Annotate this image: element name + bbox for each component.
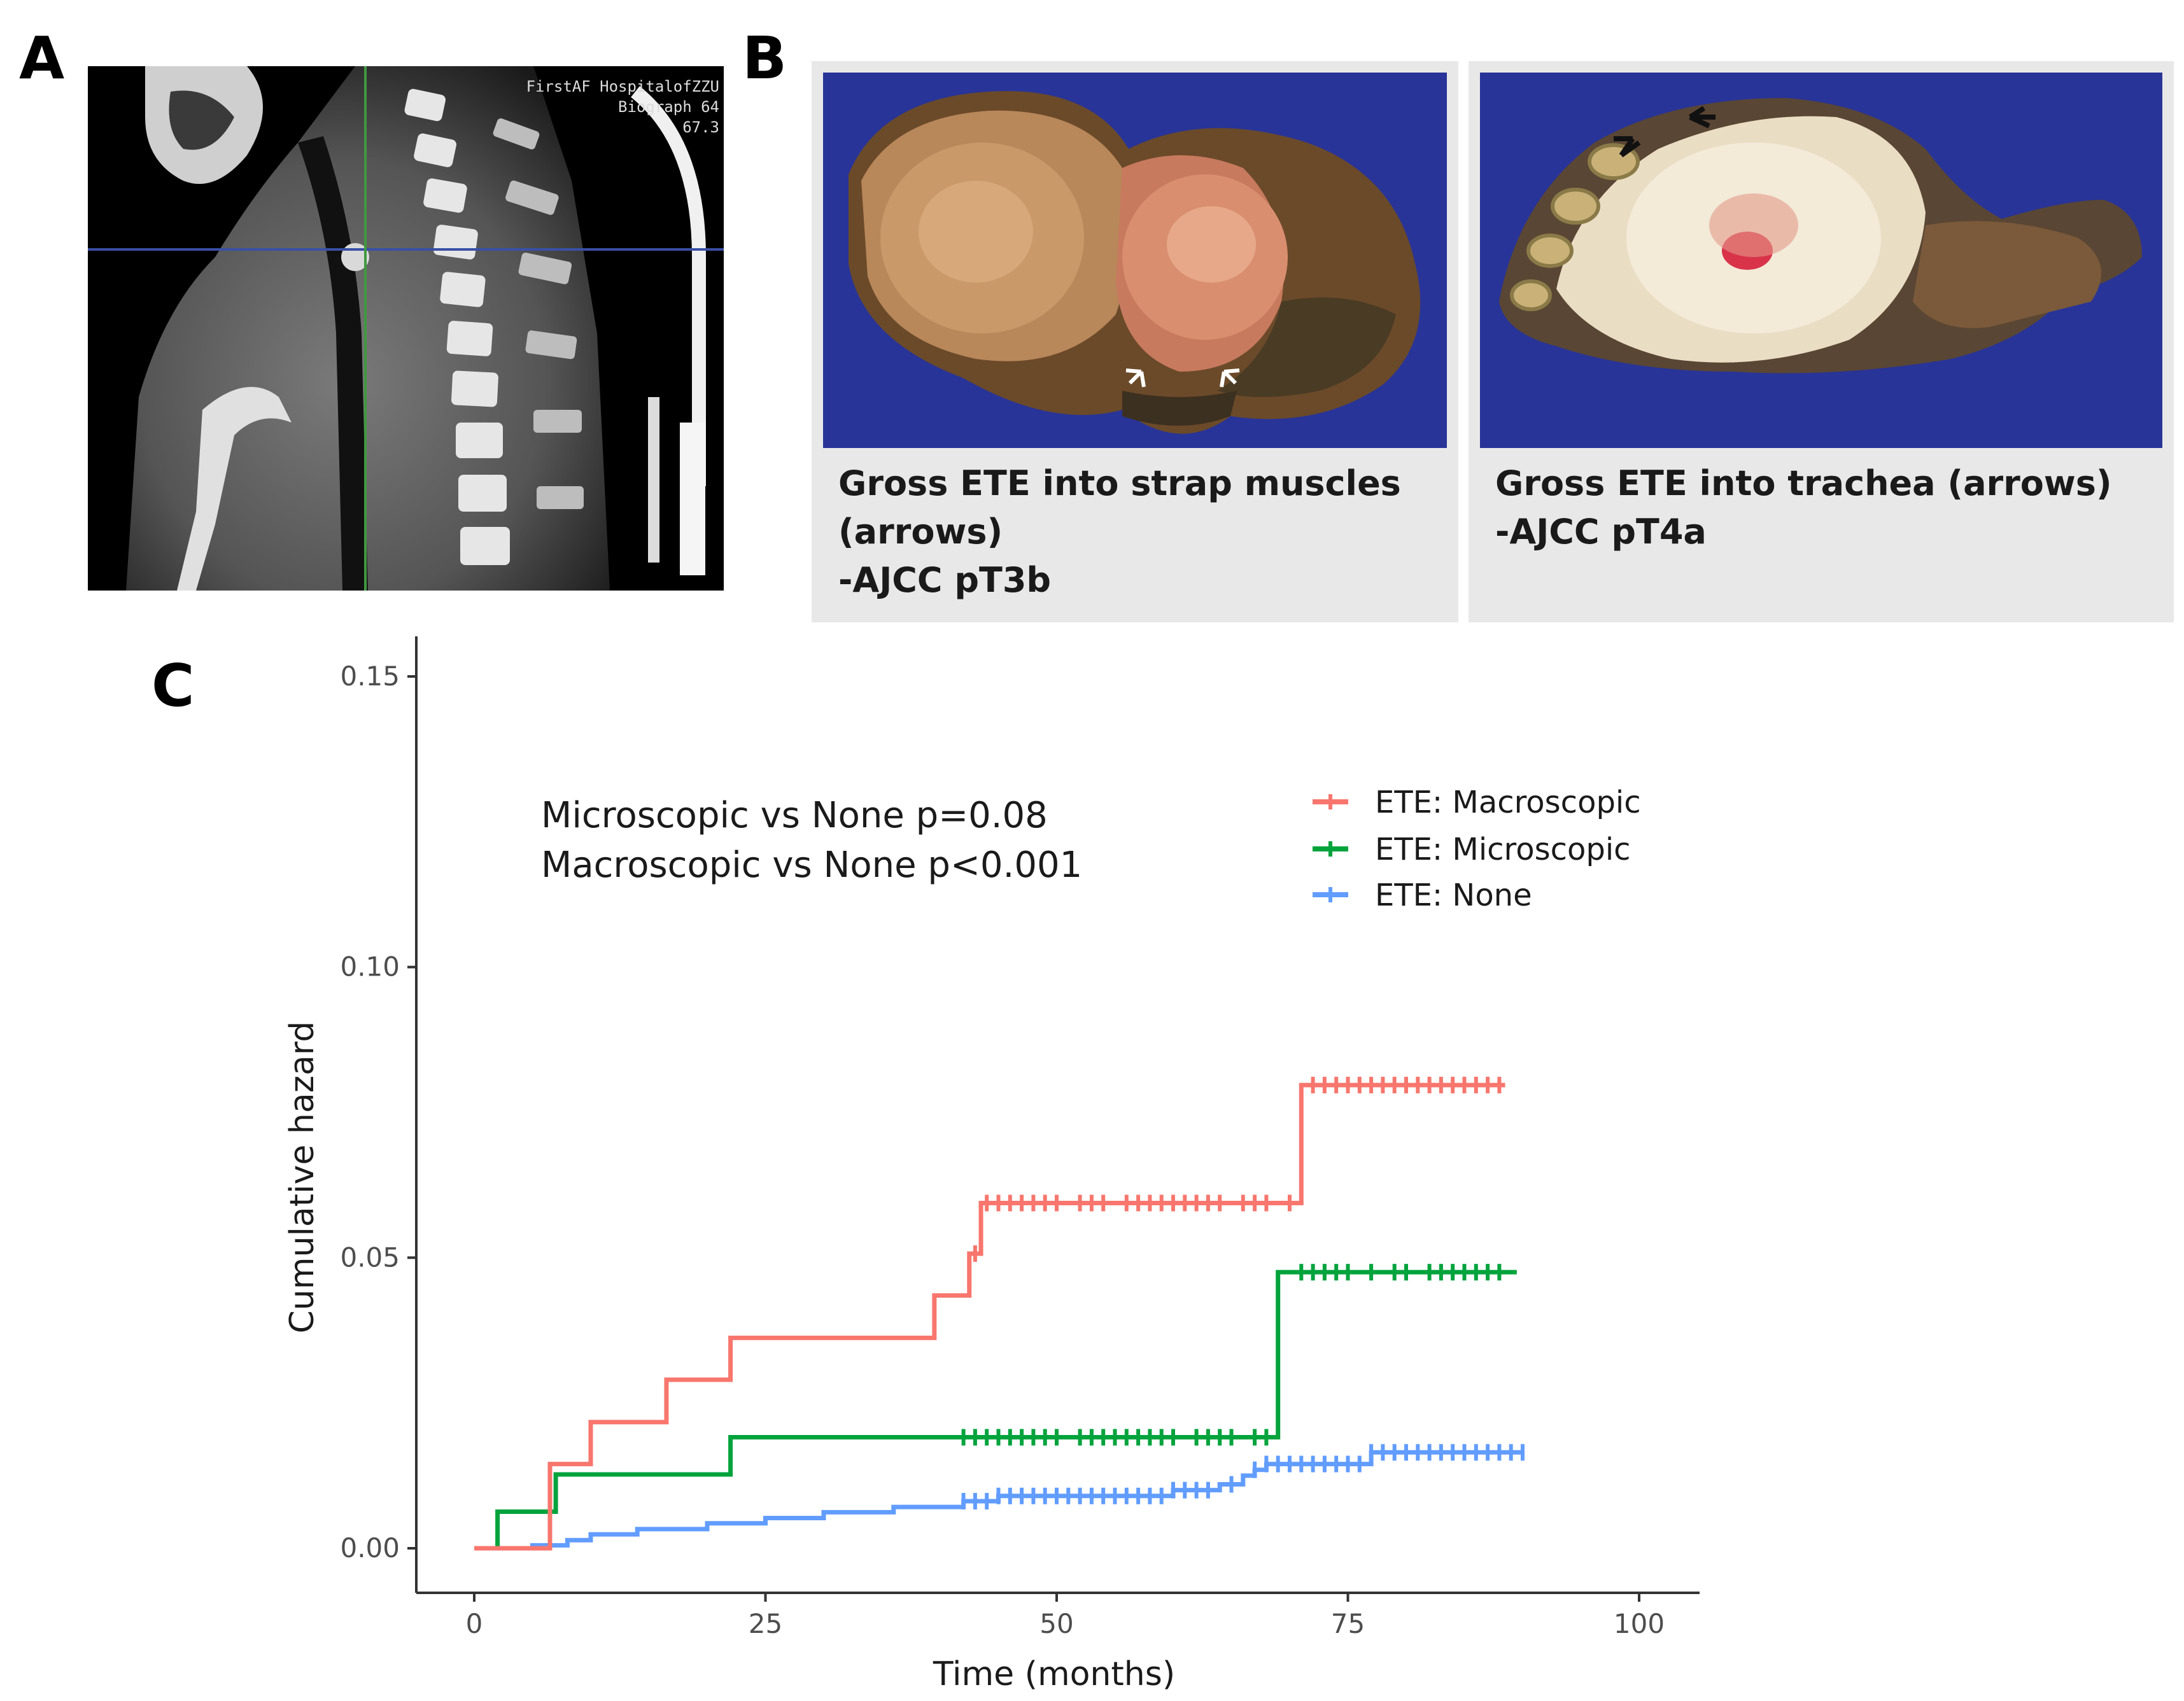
- annotation-macroscopic-p: Macroscopic vs None p<0.001: [541, 844, 1082, 886]
- legend-item: ETE: Macroscopic: [1313, 785, 1641, 820]
- y-tick-label: 0.00: [340, 1532, 400, 1564]
- panel-label-c: C: [151, 652, 195, 720]
- chart-legend: ETE: Macroscopic ETE: Microscopic ETE: Non…: [1313, 785, 1641, 913]
- x-tick-label: 0: [466, 1608, 483, 1639]
- caption-trachea: Gross ETE into trachea (arrows) -AJCC pT…: [1495, 459, 2161, 556]
- caption-trachea-line-1: Gross ETE into trachea (arrows): [1495, 463, 2112, 503]
- y-tick-label: 0.05: [340, 1242, 400, 1273]
- annotation-microscopic-p: Microscopic vs None p=0.08: [541, 795, 1048, 836]
- caption-strap-line-2: (arrows): [838, 512, 1003, 552]
- gross-specimen-strap-card: Gross ETE into strap muscles (arrows) -A…: [812, 61, 1458, 622]
- x-tick-label: 50: [1039, 1608, 1073, 1639]
- series-step-line: [474, 1082, 1505, 1551]
- x-tick-label: 100: [1614, 1608, 1665, 1639]
- y-axis-title: Cumulative hazard: [283, 1021, 321, 1334]
- x-ticks: 0 25 50 75 100: [466, 1593, 1665, 1639]
- ct-overlay-line-1: FirstAF HospitalofZZU: [526, 78, 719, 95]
- legend-item: ETE: Microscopic: [1313, 832, 1631, 867]
- gross-specimen-trachea-card: Gross ETE into trachea (arrows) -AJCC pT…: [1469, 61, 2174, 622]
- caption-strap-line-1: Gross ETE into strap muscles: [838, 463, 1401, 503]
- x-tick-label: 75: [1331, 1608, 1365, 1639]
- gross-specimen-trachea-photo: [1480, 73, 2162, 448]
- gross-specimen-strap-photo: [823, 73, 1447, 448]
- chart-axes: [415, 636, 1700, 1594]
- legend-item: ETE: None: [1313, 878, 1532, 913]
- series-ete-microscopic: [474, 1264, 1517, 1551]
- series-ete-macroscopic: [474, 1077, 1505, 1551]
- legend-label: ETE: Microscopic: [1375, 832, 1631, 867]
- caption-strap-muscles: Gross ETE into strap muscles (arrows) -A…: [838, 459, 1446, 605]
- ct-overlay-line-2: Biograph 64: [618, 98, 719, 116]
- ct-overlay-line-3: 67.3: [682, 118, 719, 136]
- panel-label-b: B: [742, 24, 787, 92]
- caption-strap-line-3: -AJCC pT3b: [838, 560, 1052, 600]
- series-step-line: [474, 1270, 1517, 1551]
- caption-trachea-line-2: -AJCC pT4a: [1495, 512, 1707, 552]
- y-tick-label: 0.10: [340, 951, 400, 983]
- series-ete-none: [474, 1444, 1525, 1551]
- legend-label: ETE: None: [1375, 878, 1532, 913]
- x-tick-label: 25: [749, 1608, 782, 1639]
- x-axis-title: Time (months): [933, 1655, 1175, 1693]
- y-tick-label: 0.15: [340, 661, 400, 692]
- ct-sagittal-image: FirstAF HospitalofZZU Biograph 64 67.3: [88, 66, 724, 591]
- series-layer: [474, 1077, 1525, 1551]
- y-ticks: 0.00 0.05 0.10 0.15: [340, 661, 416, 1564]
- legend-label: ETE: Macroscopic: [1375, 785, 1641, 820]
- panel-label-a: A: [19, 24, 65, 92]
